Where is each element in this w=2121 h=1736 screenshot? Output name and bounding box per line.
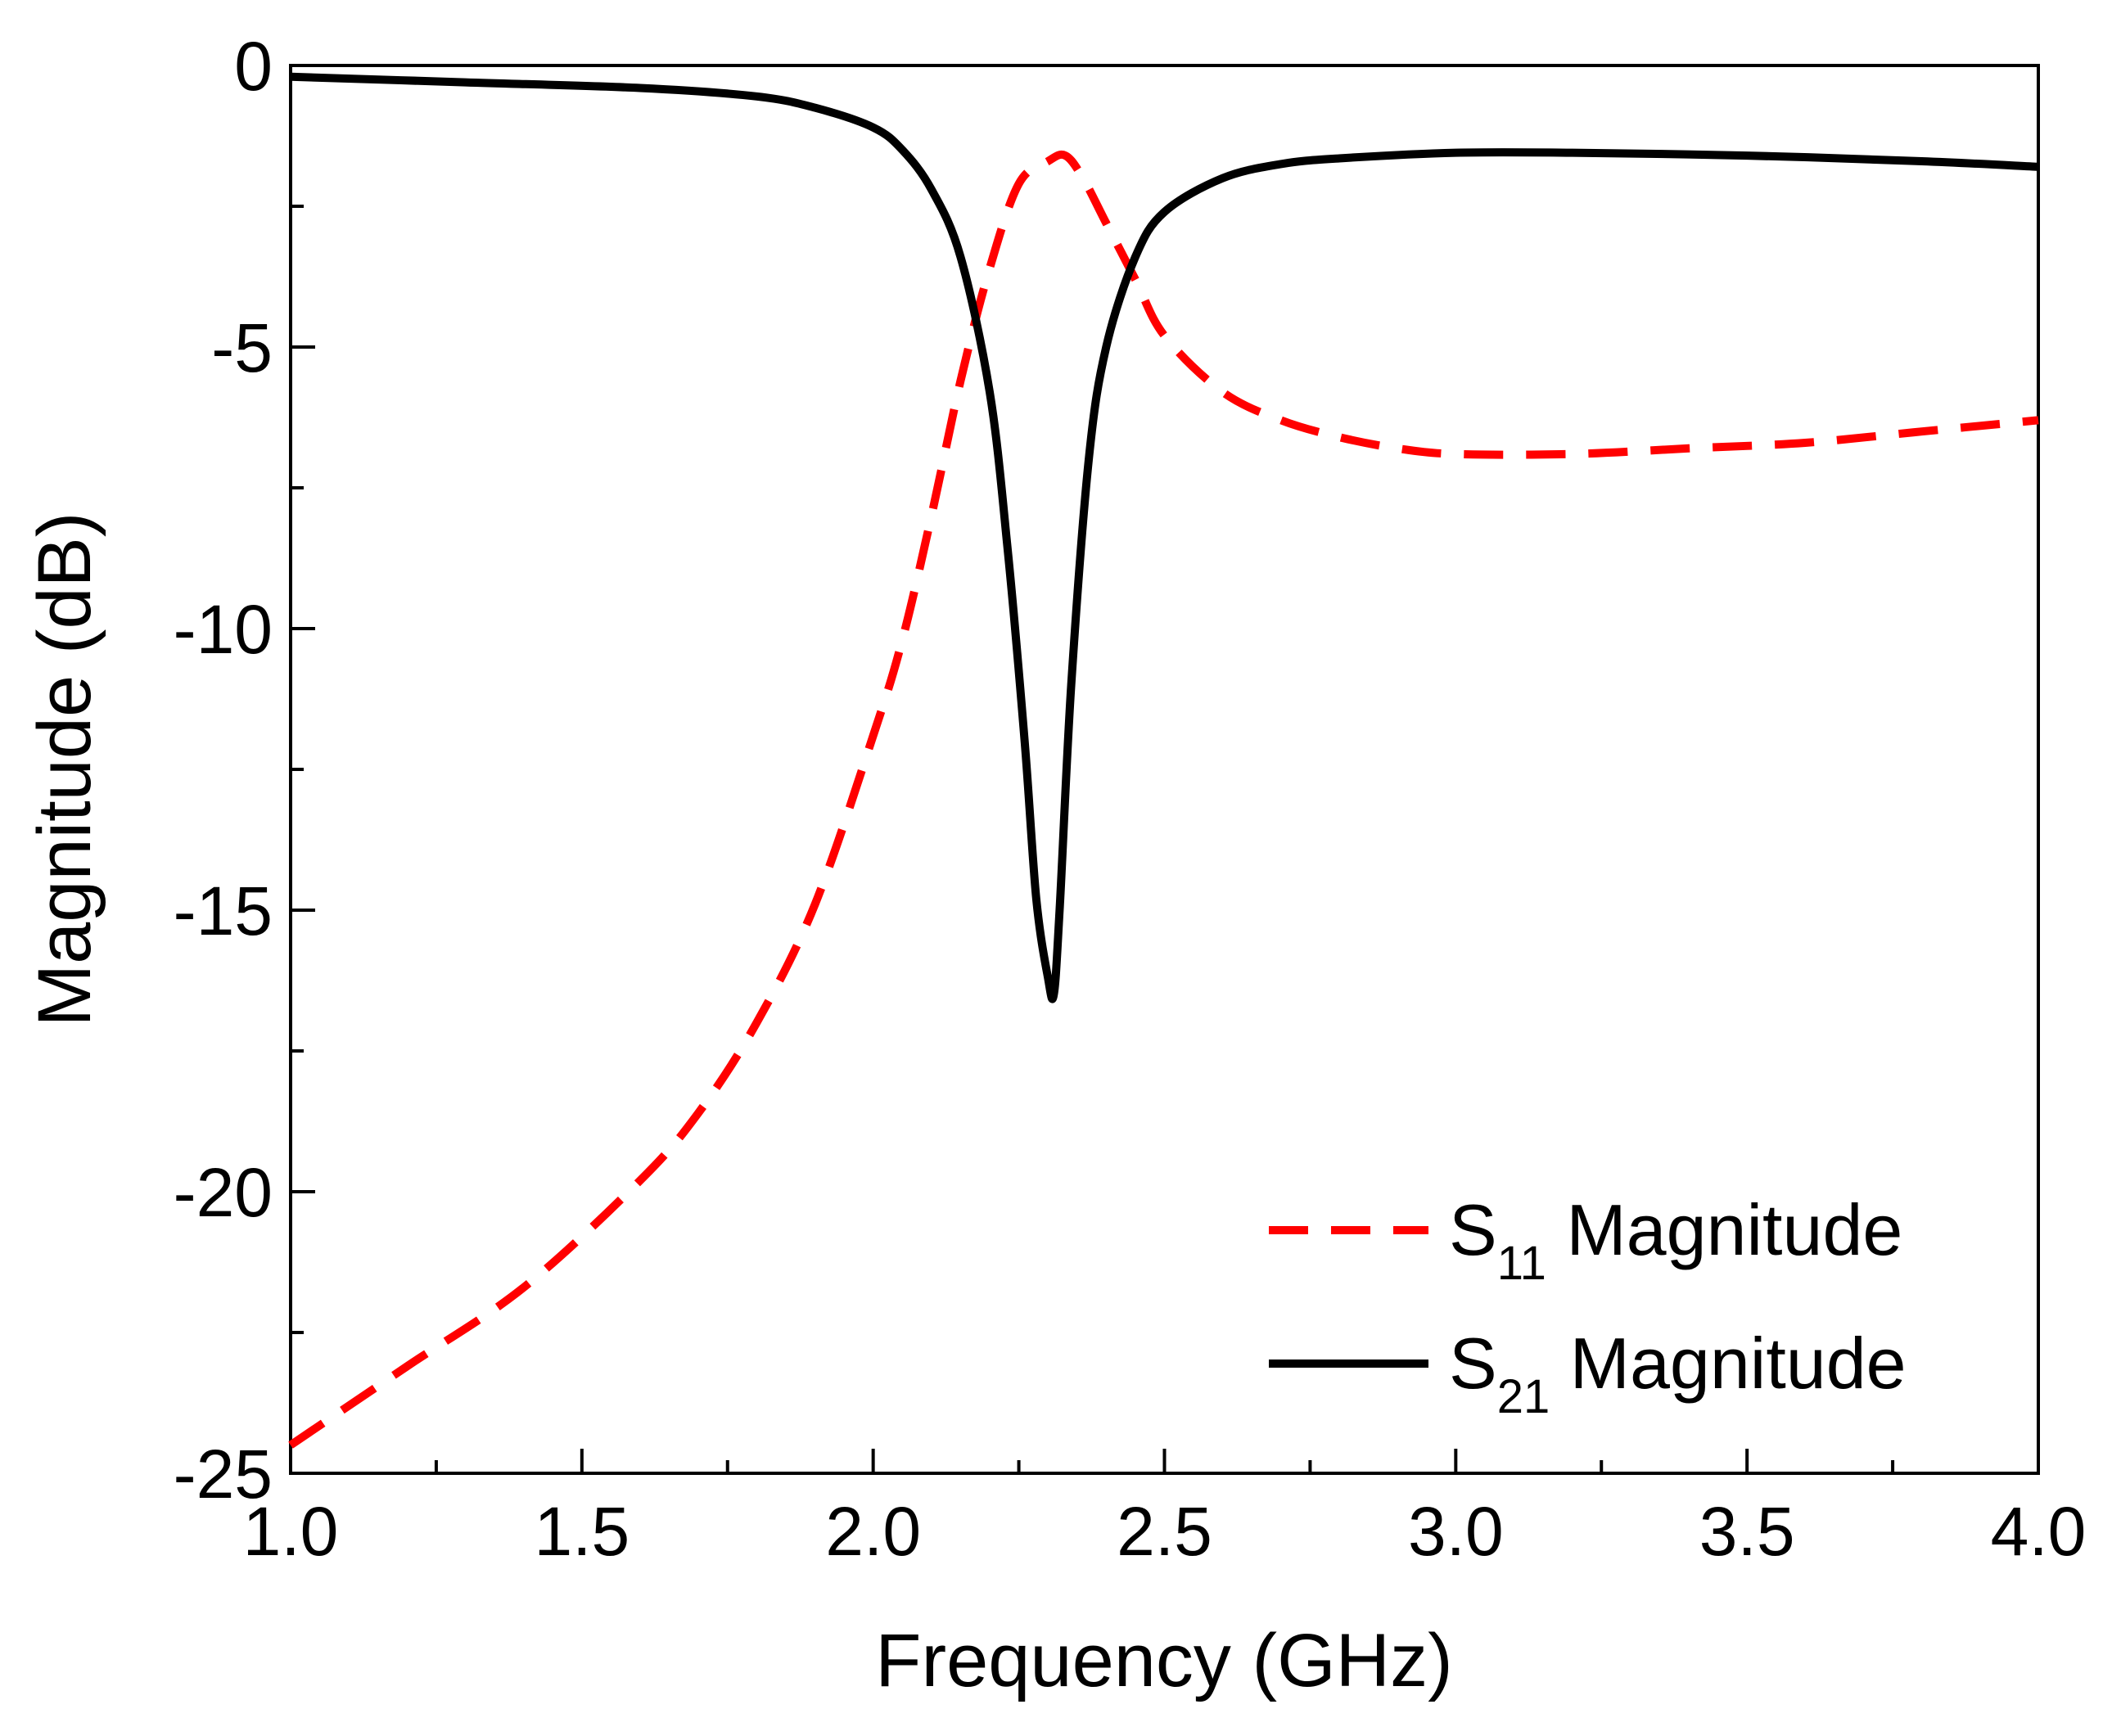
legend-s21-sub: 21 xyxy=(1497,1370,1550,1423)
axis-ticks: 1.0 1.5 2.0 2.5 3.0 3.5 4.0 0 -5 -10 -15 -20 -25 xyxy=(174,28,2087,1570)
series-line-s11 xyxy=(288,150,2039,1449)
x-tick-label: 2.0 xyxy=(825,1493,921,1570)
y-tick-label: -15 xyxy=(174,873,273,949)
y-tick-label: -25 xyxy=(174,1436,273,1513)
legend-s21-label: S21 Magnitude xyxy=(1449,1323,1907,1423)
x-axis-title: Frequency (GHz) xyxy=(875,1619,1453,1702)
y-axis-title: Magnitude (dB) xyxy=(23,512,106,1027)
y-tick-label: -20 xyxy=(174,1154,273,1231)
y-tick-label: 0 xyxy=(234,28,273,105)
legend-s11-label: S11 Magnitude xyxy=(1449,1189,1902,1290)
legend-s11-main: S xyxy=(1449,1189,1497,1270)
x-tick-label: 1.0 xyxy=(243,1493,339,1570)
y-tick-label: -10 xyxy=(174,591,273,668)
x-tick-label: 3.5 xyxy=(1699,1493,1795,1570)
y-tick-label: -5 xyxy=(211,309,273,386)
legend-s11-rest: Magnitude xyxy=(1546,1189,1902,1270)
x-tick-label: 1.5 xyxy=(534,1493,630,1570)
x-tick-label: 4.0 xyxy=(1991,1493,2087,1570)
series-layer xyxy=(288,72,2039,1449)
legend-s21-main: S xyxy=(1449,1323,1497,1404)
series-line-s21 xyxy=(290,72,2039,1003)
legend-s21-rest: Magnitude xyxy=(1550,1323,1906,1404)
legend-s11-sub: 11 xyxy=(1497,1237,1546,1290)
x-tick-label: 2.5 xyxy=(1117,1493,1212,1570)
x-tick-label: 3.0 xyxy=(1408,1493,1504,1570)
legend: S11 Magnitude S21 Magnitude xyxy=(1269,1189,1907,1423)
